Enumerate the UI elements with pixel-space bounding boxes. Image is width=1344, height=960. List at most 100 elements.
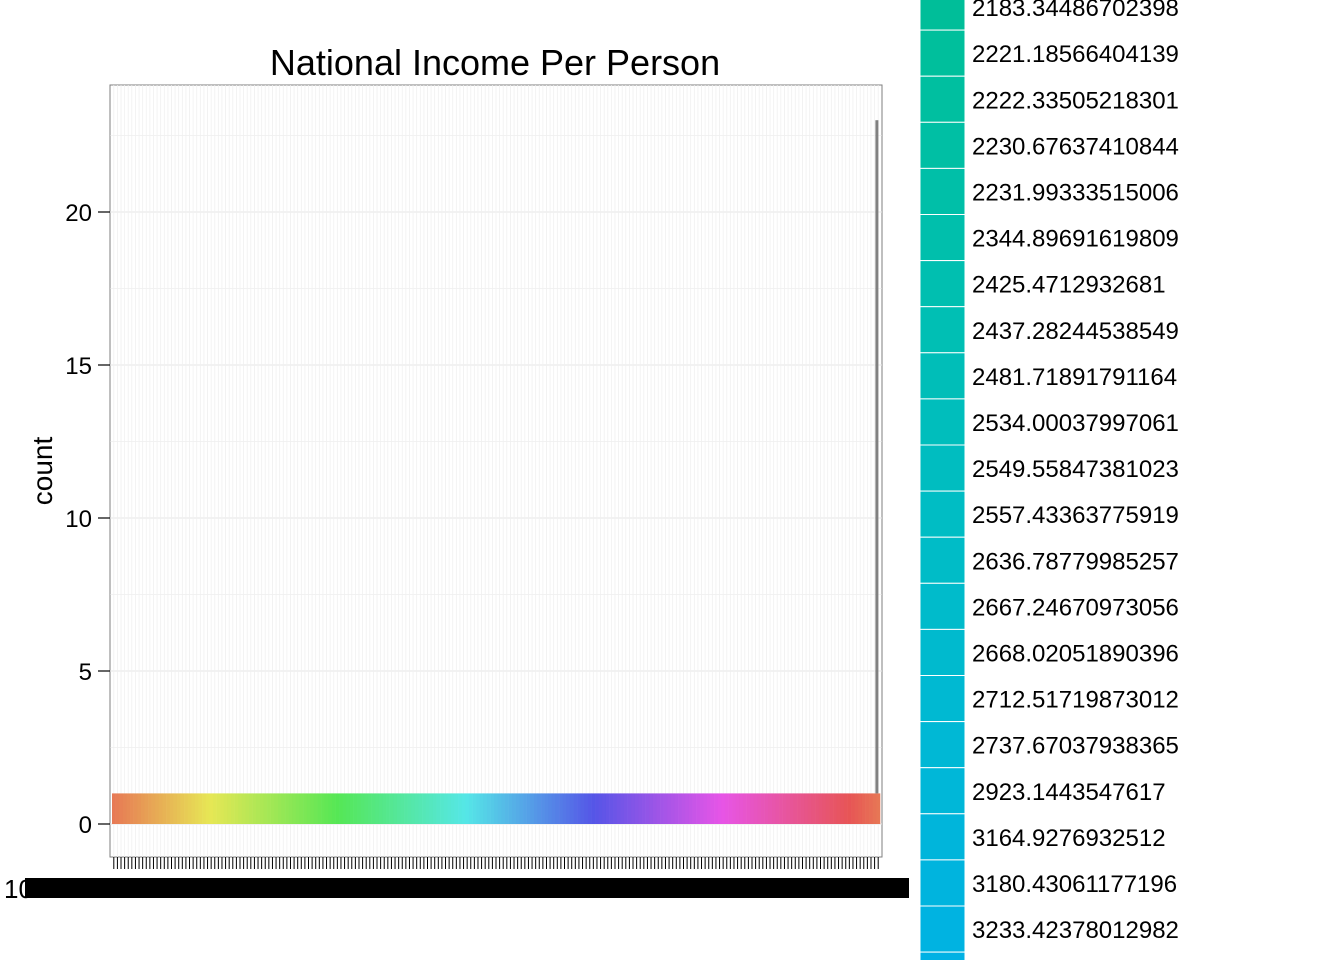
legend-label: 2668.02051890396 <box>972 640 1179 667</box>
bar <box>212 793 217 824</box>
legend-label: 2923.1443547617 <box>972 779 1166 806</box>
bar <box>656 793 661 824</box>
bar <box>688 793 693 824</box>
bar <box>703 793 708 824</box>
bar <box>562 793 567 824</box>
bar <box>375 793 380 824</box>
bar <box>742 793 747 824</box>
legend-key <box>919 582 966 630</box>
bar <box>822 793 827 824</box>
bar <box>624 793 628 824</box>
bar <box>346 793 351 824</box>
bars <box>112 120 881 824</box>
bar <box>566 793 571 824</box>
bar <box>126 793 131 824</box>
bar <box>112 793 116 824</box>
bar <box>122 793 127 824</box>
bar <box>638 793 643 824</box>
bar <box>537 793 542 824</box>
bar <box>667 793 672 824</box>
bar <box>735 793 740 824</box>
bar <box>710 793 715 824</box>
bar <box>476 793 481 824</box>
bar <box>771 793 776 824</box>
bar <box>836 793 841 824</box>
bar <box>872 793 877 824</box>
legend-key <box>919 352 966 400</box>
bar <box>187 793 192 824</box>
bar <box>429 793 434 824</box>
legend-key <box>919 29 966 77</box>
bar <box>717 793 722 824</box>
bar <box>148 793 152 824</box>
legend: 2183.34486702398 2221.18566404139 2222.335… <box>919 0 1179 960</box>
y-axis-label: count <box>27 437 58 506</box>
bar <box>490 793 495 824</box>
bar <box>681 793 686 824</box>
bar <box>404 793 408 824</box>
bar <box>609 793 614 824</box>
x-tick-label: 10 <box>4 874 33 904</box>
bar <box>587 793 592 824</box>
bar <box>865 793 870 824</box>
bar <box>670 793 675 824</box>
bar <box>692 793 697 824</box>
legend-key <box>919 767 966 815</box>
bar <box>425 793 430 824</box>
bar <box>605 793 610 824</box>
bar <box>353 793 358 824</box>
bar <box>461 793 466 824</box>
bar <box>339 793 344 824</box>
bar <box>620 793 625 824</box>
bar <box>256 793 261 824</box>
bar <box>533 793 538 824</box>
legend-key <box>919 905 966 953</box>
bar <box>497 793 502 824</box>
bar <box>573 793 578 824</box>
bar <box>158 793 163 824</box>
bar <box>486 793 491 824</box>
legend-label: 3164.9276932512 <box>972 825 1166 852</box>
bar <box>443 793 448 824</box>
bar <box>328 793 333 824</box>
bar <box>526 793 531 824</box>
bar <box>840 793 845 824</box>
bar <box>454 793 459 824</box>
bar <box>797 793 801 824</box>
bar <box>869 793 874 824</box>
bar <box>750 793 755 824</box>
bar <box>162 793 167 824</box>
bar <box>245 793 250 824</box>
bar <box>400 793 405 824</box>
bar <box>577 793 582 824</box>
bar <box>875 120 879 794</box>
y-tick-label: 20 <box>65 200 92 227</box>
bar <box>775 793 780 824</box>
y-tick-label: 0 <box>79 812 92 839</box>
bar <box>642 793 646 824</box>
bar <box>137 793 142 824</box>
bar <box>876 793 881 824</box>
bar <box>191 793 196 824</box>
bar <box>270 793 275 824</box>
legend-key <box>919 444 966 492</box>
bar <box>432 793 437 824</box>
legend-key <box>919 0 966 31</box>
bar <box>450 793 455 824</box>
bar <box>393 793 398 824</box>
bar <box>598 793 603 824</box>
bar <box>854 793 859 824</box>
chart-title: National Income Per Person <box>270 42 720 83</box>
bar <box>580 793 585 824</box>
bar <box>295 793 300 824</box>
bar <box>227 793 232 824</box>
bar <box>479 793 484 824</box>
bar <box>144 793 149 824</box>
legend-key <box>919 75 966 123</box>
bar <box>368 793 372 824</box>
bar <box>198 793 203 824</box>
bar <box>241 793 246 824</box>
legend-key <box>919 490 966 538</box>
bar <box>194 793 199 824</box>
bar <box>386 793 390 824</box>
